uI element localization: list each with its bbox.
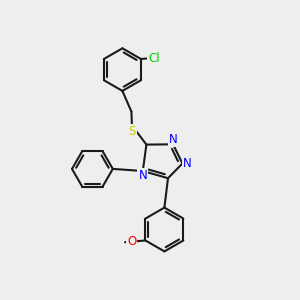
Text: S: S [128,124,136,138]
Text: Cl: Cl [148,52,160,65]
Text: N: N [169,133,178,146]
Text: N: N [183,157,192,170]
Text: O: O [127,235,136,248]
Text: N: N [138,169,147,182]
